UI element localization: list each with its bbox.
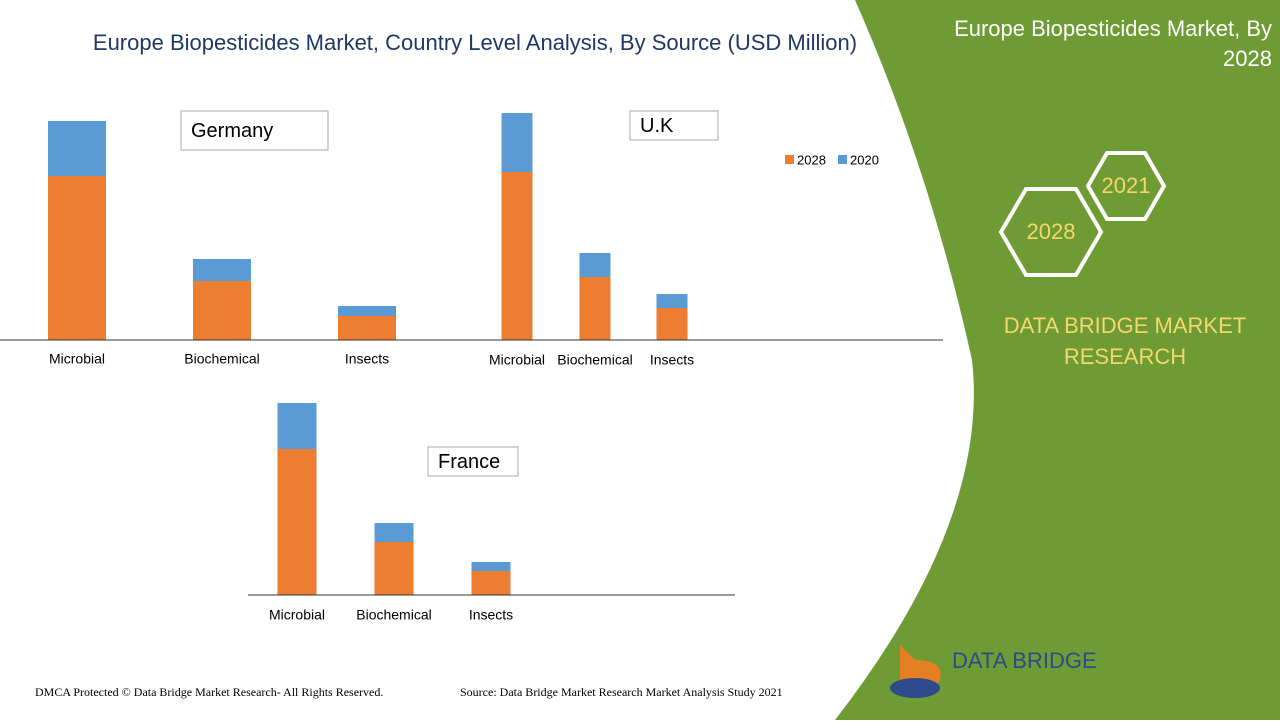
legend-label: 2020 bbox=[850, 152, 879, 167]
panel-title: Europe Biopesticides Market, By 2028 bbox=[954, 16, 1272, 71]
bar-segment bbox=[338, 306, 396, 316]
x-tick-label: Biochemical bbox=[184, 351, 259, 367]
hexagon bbox=[1085, 151, 1167, 221]
dmca: DMCA Protected © Data Bridge Market Rese… bbox=[35, 685, 383, 699]
hexagon bbox=[998, 187, 1104, 277]
title-box: Europe Biopesticides Market, Country Lev… bbox=[92, 30, 858, 55]
brand-box: DATA BRIDGE MARKET RESEARCH bbox=[1003, 313, 1247, 369]
bar-segment bbox=[48, 176, 106, 340]
bar-segment bbox=[374, 542, 414, 595]
legend-label: 2028 bbox=[797, 152, 826, 167]
bar-segment bbox=[471, 562, 511, 571]
country-label: France bbox=[438, 451, 500, 473]
x-tick-label: Insects bbox=[469, 607, 513, 623]
chart-title: Europe Biopesticides Market, Country Lev… bbox=[92, 30, 858, 55]
logo-icon bbox=[890, 678, 940, 698]
bar-segment bbox=[193, 259, 251, 281]
bar-segment bbox=[579, 277, 611, 340]
label-box bbox=[629, 110, 719, 141]
x-tick-label: Microbial bbox=[489, 352, 545, 368]
x-tick-label: Insects bbox=[345, 351, 389, 367]
panel-title-box: Europe Biopesticides Market, By 2028 bbox=[954, 16, 1272, 71]
legend-swatch bbox=[838, 155, 847, 164]
bar-segment bbox=[656, 308, 688, 340]
logo-text: DATA BRIDGE bbox=[952, 648, 1097, 673]
bar-segment bbox=[656, 294, 688, 308]
x-tick-label: Biochemical bbox=[356, 607, 431, 623]
x-tick-label: Microbial bbox=[49, 351, 105, 367]
bar-segment bbox=[471, 571, 511, 595]
bar-segment bbox=[501, 172, 533, 340]
x-tick-label: Microbial bbox=[269, 607, 325, 623]
country-label: U.K bbox=[640, 115, 674, 137]
bar-segment bbox=[277, 449, 317, 595]
hex-label: 2021 bbox=[1102, 173, 1151, 198]
x-tick-label: Insects bbox=[650, 352, 694, 368]
side-panel bbox=[835, 0, 1280, 720]
brand: DATA BRIDGE MARKET RESEARCH bbox=[1003, 313, 1247, 369]
bar-segment bbox=[338, 316, 396, 340]
bar-segment bbox=[501, 113, 533, 172]
bar-segment bbox=[48, 121, 106, 176]
bar-segment bbox=[579, 253, 611, 277]
hex-label: 2028 bbox=[1027, 219, 1076, 244]
bar-segment bbox=[374, 523, 414, 542]
label-box bbox=[180, 110, 329, 151]
label-box bbox=[427, 446, 519, 477]
source: Source: Data Bridge Market Research Mark… bbox=[460, 685, 783, 699]
bar-segment bbox=[277, 403, 317, 449]
x-tick-label: Biochemical bbox=[557, 352, 632, 368]
legend-swatch bbox=[785, 155, 794, 164]
country-label: Germany bbox=[191, 120, 273, 142]
bar-segment bbox=[193, 281, 251, 340]
